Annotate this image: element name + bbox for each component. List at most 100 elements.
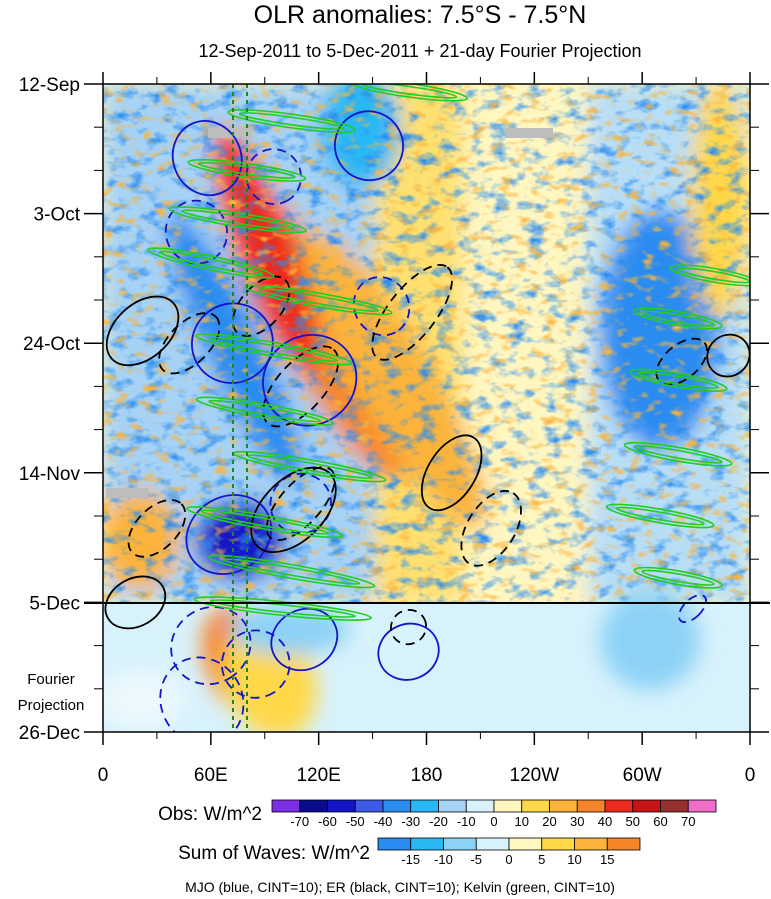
mjo-contour [245,148,302,206]
er-contour [104,575,167,630]
er-contour [127,499,187,558]
waves-colorbar-swatch [508,837,543,851]
waves-colorbar-tick-label: 15 [600,852,614,867]
waves-colorbar-tick-label: 10 [567,852,581,867]
kelvin-contour-inner [637,371,719,389]
obs-colorbar-tick-label: 10 [515,814,529,829]
er-contour [390,609,428,646]
projection-label-line-1: Fourier [27,671,75,688]
kelvin-contour [195,396,334,426]
kelvin-contour-inner [633,444,723,464]
waves-colorbar-tick-label: 5 [538,852,545,867]
projection-cold-atlantic [600,590,700,690]
obs-colorbar-swatch [354,799,384,813]
footer-legend: MJO (blue, CINT=10); ER (black, CINT=10)… [185,879,615,895]
y-tick-label: 24-Oct [23,334,81,355]
obs-colorbar-swatch [299,799,328,813]
waves-colorbar-label: Sum of Waves: W/m^2 [178,843,370,864]
obs-colorbar-swatch [521,799,550,813]
obs-colorbar-swatch [660,799,689,813]
er-contour [158,312,221,375]
obs-colorbar-swatch [271,799,301,813]
kelvin-contour-inner [615,506,705,526]
kelvin-contour [623,441,733,467]
x-tick-label: 0 [98,765,109,786]
chart-subtitle: 12-Sep-2011 to 5-Dec-2011 + 21-day Fouri… [198,41,641,61]
obs-colorbar-tick-label: 0 [490,814,497,829]
x-tick-label: 180 [411,765,443,786]
obs-colorbar-swatch [410,799,439,813]
kelvin-contour-inner [223,558,361,585]
obs-colorbar: -70 -60 -50 -40 -30 -20 -10 0 10 20 30 40 50 60 70 [271,799,717,829]
obs-colorbar-swatch [382,799,412,813]
obs-colorbar-tick-label: 20 [542,814,556,829]
chart-title: OLR anomalies: 7.5°S - 7.5°N [254,1,587,29]
obs-colorbar-tick-label: 60 [653,814,667,829]
kelvin-contour-inner [200,509,330,535]
kelvin-contour [168,206,307,234]
kelvin-contour [227,109,357,134]
mjo-contour [269,472,332,535]
er-contour [371,263,453,361]
obs-colorbar-tick-label: 70 [681,814,695,829]
kelvin-contour-inner [181,209,295,231]
er-contour [265,466,336,541]
waves-colorbar-swatch [541,837,575,851]
mjo-contour [191,302,274,384]
mjo-contour [678,594,707,624]
obs-colorbar-tick-label: -40 [374,814,393,829]
waves-colorbar-swatch [377,837,412,851]
kelvin-contour-inner [238,112,345,131]
waves-colorbar-tick-label: 0 [505,852,512,867]
er-contour [460,490,522,567]
obs-colorbar-swatch [549,799,578,813]
kelvin-contour-inner [641,310,715,327]
y-tick-label: 3-Oct [34,205,81,226]
kelvin-contour [208,554,376,589]
kelvin-contour [195,333,353,366]
y-tick-label: 5-Dec [29,593,80,614]
kelvin-contour [605,503,715,529]
mjo-contour [377,622,440,681]
mjo-contour [352,276,411,337]
obs-noise-warm [103,84,750,603]
observed-anomaly-field [103,84,750,603]
waves-colorbar-tick-label: -10 [434,852,453,867]
kelvin-contour [244,284,393,316]
mjo-contour [171,120,243,197]
mjo-contour [164,199,229,265]
kelvin-contour [633,307,723,330]
y-tick-label: 26-Dec [19,723,80,744]
waves-colorbar-swatch [410,837,444,851]
obs-colorbar-tick-label: -50 [346,814,365,829]
kelvin-contour [348,84,469,102]
projection-cold-west [103,670,185,730]
y-axis: 12-Sep 3-Oct 24-Oct 14-Nov 5-Dec 26-Dec [19,75,769,744]
kelvin-contour-inner [258,288,380,312]
kelvin-contour [193,596,373,621]
x-tick-label: 120W [510,765,560,786]
projection-label-line-2: Projection [18,697,85,714]
obs-colorbar-tick-label: 40 [598,814,612,829]
er-contour [706,333,750,378]
kelvin-contour-inner [209,599,356,618]
kelvin-contour [628,368,728,392]
waves-colorbar-swatch [443,837,477,851]
waves-colorbar-swatch [574,837,608,851]
projection-field [103,590,750,732]
kelvin-contour-inner [641,569,715,586]
obs-colorbar-swatch [604,799,634,813]
er-contour [420,434,483,512]
mjo-contour [221,629,291,699]
obs-colorbar-tick-label: 30 [570,814,584,829]
obs-colorbar-tick-label: -30 [401,814,420,829]
waves-colorbar-swatch [606,837,641,851]
x-tick-label: 0 [745,765,756,786]
obs-colorbar-swatch [465,799,495,813]
y-tick-label: 14-Nov [19,464,81,485]
kelvin-contour [669,264,750,287]
obs-colorbar-swatch [632,799,661,813]
obs-colorbar-tick-label: -60 [318,814,337,829]
obs-colorbar-tick-label: -70 [290,814,309,829]
kelvin-contour-inner [208,399,322,423]
